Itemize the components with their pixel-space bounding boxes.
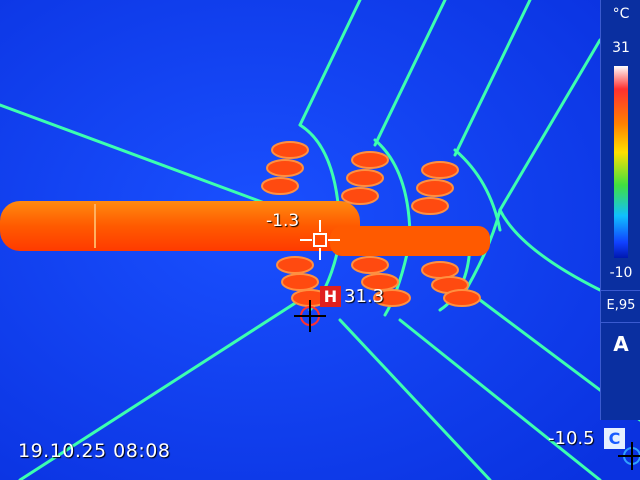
insulator-stacks [261,141,481,307]
cold-spot-temperature: -10.5 [548,428,595,449]
cold-spot-marker-icon [618,442,640,470]
scale-min-label: -10 [609,265,633,281]
unit-label: °C [612,6,630,22]
scale-max-label: 31 [612,40,630,56]
hot-busbar [0,201,360,251]
capture-datetime: 19.10.25 08:08 [18,440,171,462]
crosshair-icon [300,220,340,260]
cold-spot-badge: C [604,428,625,449]
spot-temperature: -1.3 [266,211,300,231]
hot-spot-badge: H [320,286,341,307]
emissivity-label: E,95 [606,298,636,313]
temperature-scale-panel: °C 31 -10 E,95 A [600,0,640,420]
busbar-end [330,226,490,256]
hot-spot-temperature: 31.3 [344,286,385,307]
mode-label: A [613,332,629,356]
color-scale-bar [614,66,628,258]
scale-divider [601,322,640,323]
scale-divider [601,290,640,291]
hot-spot-marker-icon [294,300,326,332]
